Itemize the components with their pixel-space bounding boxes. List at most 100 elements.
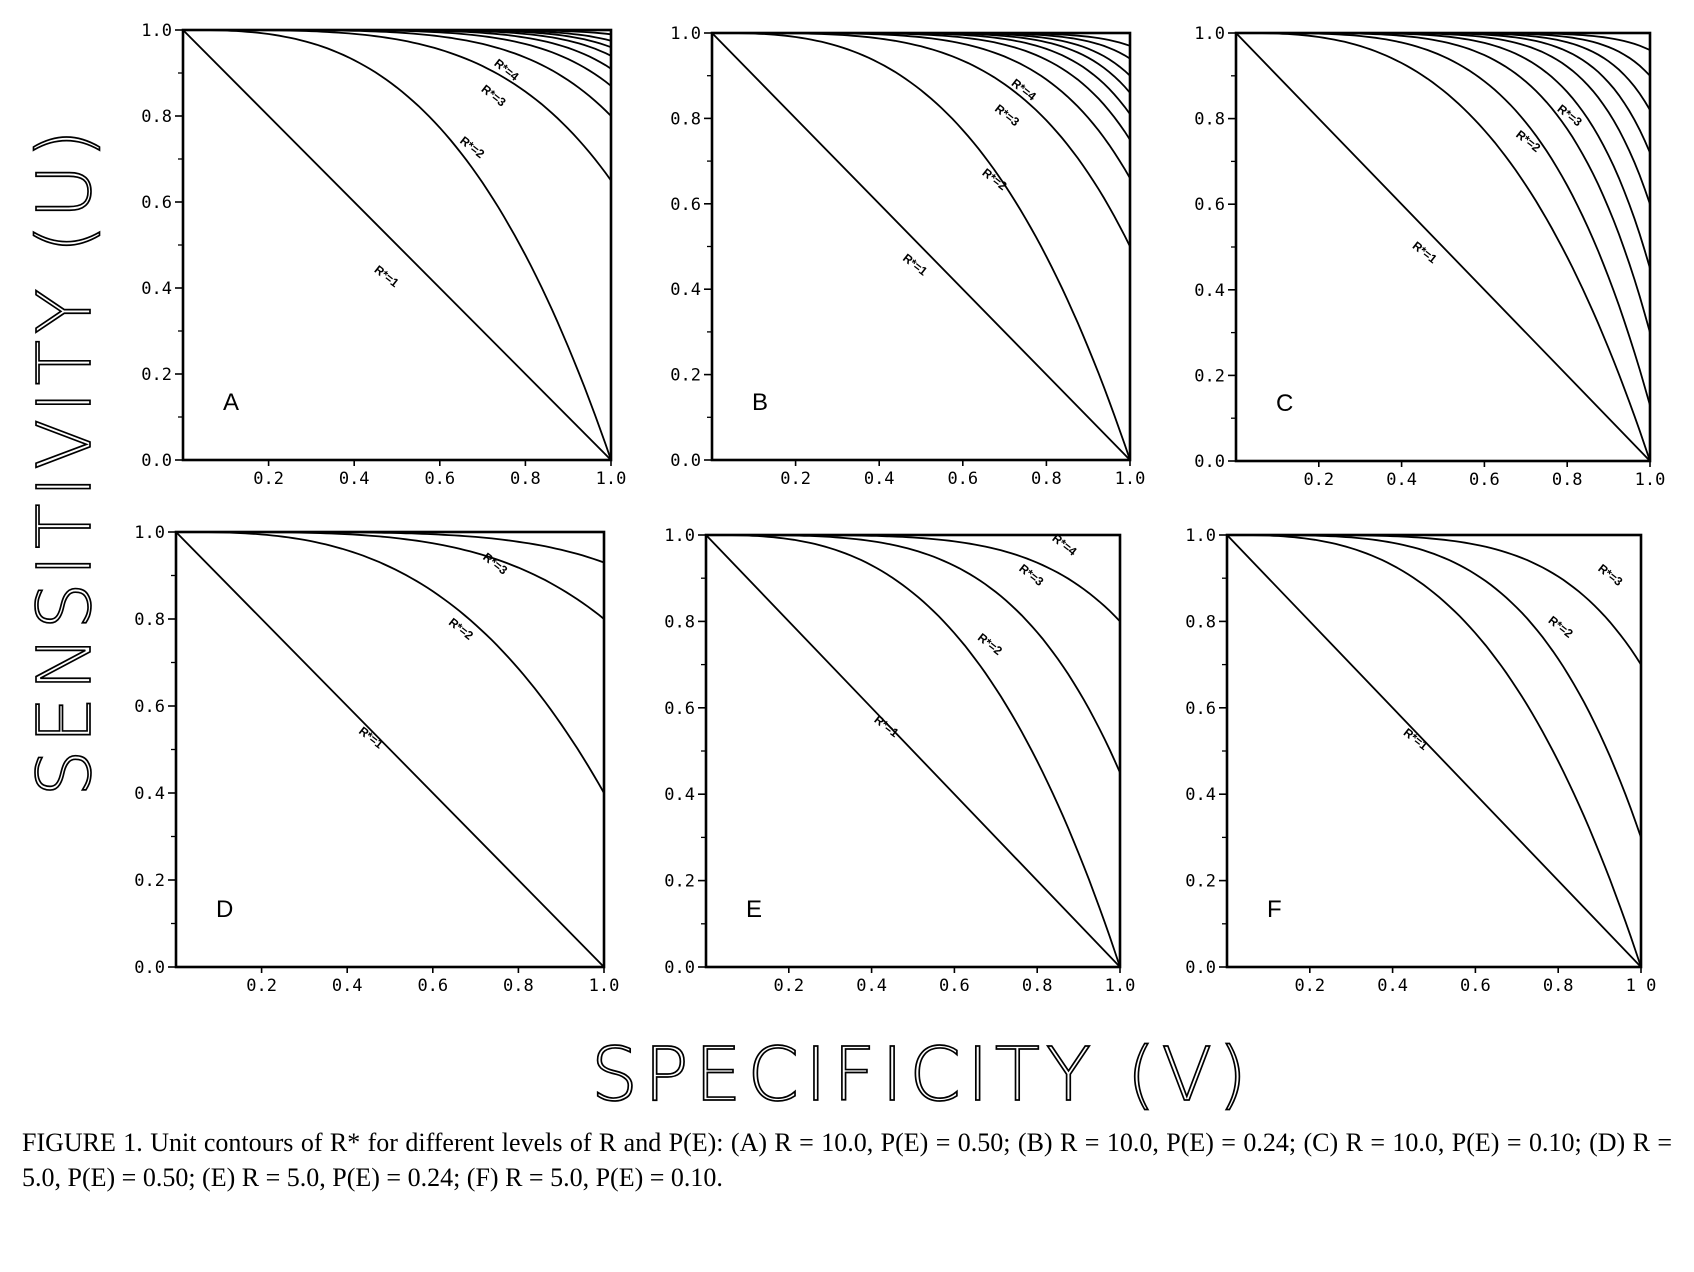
- contour-line: [176, 531, 605, 564]
- x-tick-label: 0.8: [503, 976, 534, 996]
- x-tick-label: 1.0: [1635, 470, 1666, 490]
- x-tick-label: 0.6: [417, 976, 448, 996]
- x-tick-label: 0.4: [339, 469, 370, 489]
- y-axis-title-text: SENSITIVITY (U): [22, 123, 108, 796]
- panel-letter: A: [223, 389, 239, 416]
- contour-line: [712, 32, 1131, 77]
- x-tick-label: 0.2: [246, 976, 277, 996]
- y-tick-label: 0.2: [670, 366, 701, 386]
- contour-label: R*=1: [872, 712, 902, 740]
- contour-label: R*=2: [980, 165, 1010, 193]
- x-tick-label: 0.6: [424, 469, 455, 489]
- y-tick-label: 0.0: [141, 451, 172, 471]
- contour-label: R*=3: [1555, 102, 1585, 130]
- x-tick-label: 0.6: [947, 469, 978, 489]
- contour-label: R*=1: [900, 251, 930, 279]
- x-tick-label: 0.8: [1543, 976, 1574, 996]
- y-tick-label: 0.0: [670, 451, 701, 471]
- x-tick-label: 0.8: [1022, 976, 1053, 996]
- chart-panels: 0.0 0.2 0.4 0.6 0.8 1.0 0.2 0.4 0.6 0.8 1.0 R*=1 R*=…: [134, 21, 1665, 996]
- x-tick-label: 0.4: [856, 976, 887, 996]
- x-tick-label: 0.6: [1460, 976, 1491, 996]
- panel-b: 0.0 0.2 0.4 0.6 0.8 1.0 0.2 0.4 0.6 0.8 1.0 R*=1 R*=…: [670, 24, 1145, 489]
- y-tick-label: 0.0: [664, 958, 695, 978]
- x-tick-label: 0.2: [253, 469, 284, 489]
- contour-line: [1236, 32, 1651, 77]
- contour-line: [712, 32, 1131, 247]
- contour-line: [712, 32, 1131, 179]
- contour-line: [711, 32, 1131, 461]
- panel-e: 0.0 0.2 0.4 0.6 0.8 1.0 0.2 0.4 0.6 0.8 1.0 R*=1 R*=…: [664, 526, 1135, 996]
- contour-line: [706, 534, 1121, 968]
- figure-caption: FIGURE 1. Unit contours of R* for differ…: [22, 1125, 1672, 1195]
- panel-letter: D: [216, 896, 233, 923]
- y-tick-label: 1.0: [664, 526, 695, 546]
- y-tick-label: 0.8: [134, 610, 165, 630]
- contour-line: [1236, 32, 1651, 462]
- contour-line: [183, 29, 612, 182]
- y-tick-label: 0.0: [134, 958, 165, 978]
- x-tick-label: 1.0: [596, 469, 627, 489]
- contour-label: R*=3: [992, 101, 1022, 129]
- x-tick-label: 0.6: [939, 976, 970, 996]
- y-tick-label: 0.8: [1194, 110, 1225, 130]
- y-tick-label: 0.6: [141, 193, 172, 213]
- contour-label: R*=3: [1595, 561, 1625, 589]
- contour-line: [1227, 534, 1642, 838]
- y-tick-label: 0.4: [1194, 281, 1225, 301]
- contour-line: [706, 534, 1121, 773]
- contour-line: [175, 531, 605, 968]
- y-tick-label: 0.8: [141, 107, 172, 127]
- y-tick-label: 0.4: [134, 784, 165, 804]
- y-tick-label: 0.2: [664, 872, 695, 892]
- x-tick-label: 1.0: [1115, 469, 1146, 489]
- caption-label: FIGURE 1.: [22, 1128, 143, 1157]
- contour-line: [176, 531, 605, 794]
- y-tick-label: 0.8: [1185, 612, 1216, 632]
- contour-line: [1236, 32, 1651, 406]
- contour-line: [712, 32, 1131, 115]
- contour-line: [1227, 534, 1642, 968]
- contour-line: [712, 32, 1131, 47]
- contour-line: [706, 534, 1121, 623]
- panel-f: 0.0 0.2 0.4 0.6 0.8 1.0 0.2 0.4 0.6 0.8 1 0 R*=1 R*=…: [1185, 526, 1656, 996]
- x-axis-title-text: SPECIFICITY (V): [591, 1032, 1253, 1118]
- panel-letter: E: [746, 896, 762, 923]
- x-tick-label: 0.2: [780, 469, 811, 489]
- contour-line: [183, 29, 612, 461]
- y-tick-label: 0.6: [1194, 195, 1225, 215]
- x-tick-label: 1.0: [1105, 976, 1136, 996]
- y-tick-label: 1.0: [141, 21, 172, 41]
- panel-letter: B: [752, 389, 768, 416]
- x-tick-label: 0.4: [1386, 470, 1417, 490]
- y-tick-label: 0.2: [1194, 366, 1225, 386]
- y-tick-label: 0.6: [670, 195, 701, 215]
- x-tick-label: 1 0: [1626, 976, 1657, 996]
- y-tick-label: 0.4: [141, 279, 172, 299]
- y-tick-label: 1.0: [1194, 24, 1225, 44]
- contour-line: [705, 534, 1121, 968]
- contour-label: R*=1: [372, 262, 402, 290]
- x-tick-label: 0.2: [1303, 470, 1334, 490]
- contour-line: [1236, 32, 1651, 269]
- x-axis-title: SPECIFICITY (V): [590, 1031, 1253, 1119]
- contour-label: R*=2: [1546, 613, 1576, 641]
- panel-d: 0.0 0.2 0.4 0.6 0.8 1.0 0.2 0.4 0.6 0.8 1.0 R*=1 R*=…: [134, 523, 619, 996]
- contour-label: R*=1: [1401, 725, 1431, 753]
- y-tick-label: 0.6: [664, 699, 695, 719]
- y-tick-label: 0.6: [134, 697, 165, 717]
- contour-line: [183, 29, 612, 36]
- panel-a: 0.0 0.2 0.4 0.6 0.8 1.0 0.2 0.4 0.6 0.8 1.0 R*=1 R*=…: [141, 21, 626, 489]
- y-tick-label: 0.0: [1194, 452, 1225, 472]
- contour-label: R*=3: [480, 550, 510, 578]
- contour-label: R*=3: [479, 82, 509, 110]
- contour-line: [182, 29, 612, 461]
- panel-letter: F: [1267, 896, 1282, 923]
- contour-line: [1236, 32, 1651, 51]
- x-tick-label: 0.8: [510, 469, 541, 489]
- y-axis-title: SENSITIVITY (U): [21, 123, 109, 798]
- x-tick-label: 0.4: [332, 976, 363, 996]
- contour-line: [183, 29, 612, 87]
- y-tick-label: 0.8: [670, 109, 701, 129]
